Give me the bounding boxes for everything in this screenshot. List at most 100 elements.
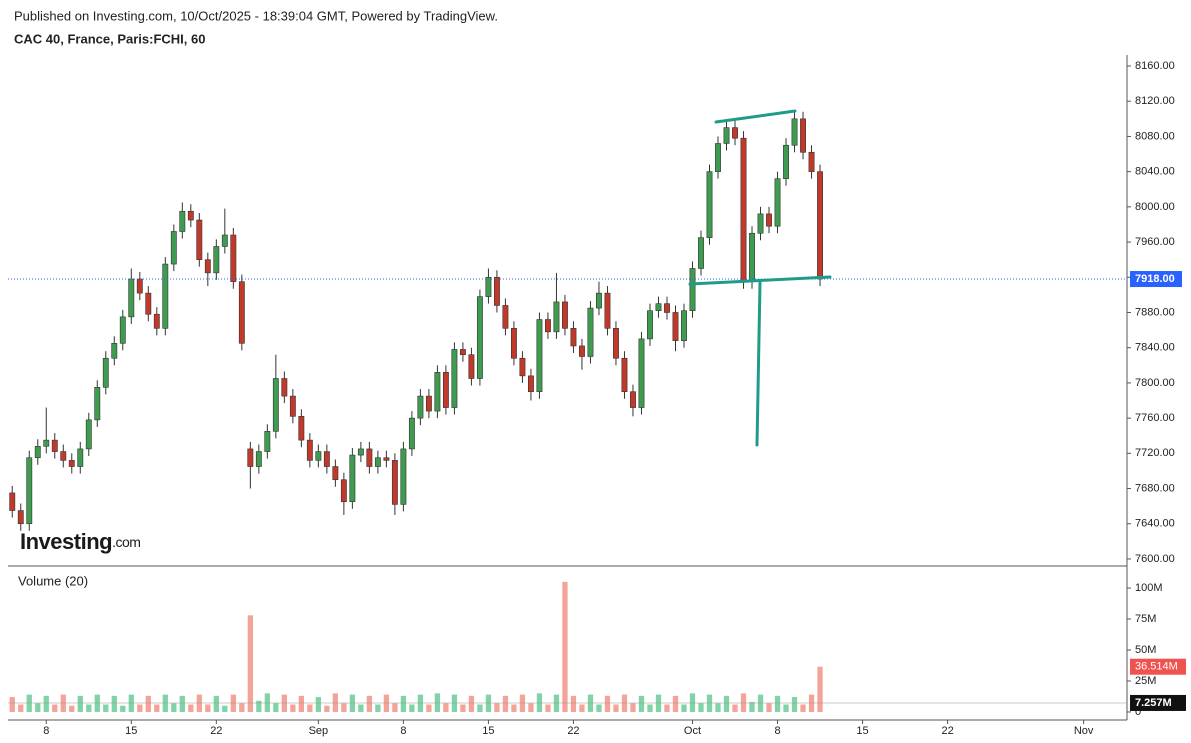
volume-bar xyxy=(723,695,730,712)
candle-body xyxy=(791,118,798,146)
volume-bar xyxy=(171,703,177,712)
y-tick-label: 7960.00 xyxy=(1135,236,1175,248)
volume-bar xyxy=(528,703,534,712)
drawings xyxy=(688,109,832,447)
y-tick-label: 7640.00 xyxy=(1135,518,1175,530)
neckline xyxy=(688,275,832,286)
source-note: Published on Investing.com, 10/Oct/2025 … xyxy=(14,8,498,23)
volume-bar xyxy=(774,695,781,712)
candle-body xyxy=(630,391,636,408)
volume-bar xyxy=(188,704,194,712)
volume-label-box xyxy=(1130,658,1186,675)
candle-body xyxy=(289,395,296,417)
volume-bar xyxy=(43,695,49,712)
candle-body xyxy=(383,457,390,461)
y-tick-label: 7840.00 xyxy=(1135,342,1175,354)
y-tick-label: 7880.00 xyxy=(1135,306,1175,318)
candle-body xyxy=(596,292,602,309)
x-tick-label: 8 xyxy=(43,725,49,737)
candle-body xyxy=(77,448,84,467)
volume-bar xyxy=(664,704,670,712)
candle-body xyxy=(562,301,568,329)
y-tick-label: 8040.00 xyxy=(1135,166,1175,178)
volume-bar xyxy=(86,704,92,712)
volume-bar xyxy=(145,695,151,712)
candle-body xyxy=(17,510,24,525)
candle-body xyxy=(783,144,789,179)
volume-bar xyxy=(426,704,432,712)
candle-body xyxy=(119,316,126,344)
candle-body xyxy=(255,451,262,467)
candle-body xyxy=(332,466,339,481)
candle-body xyxy=(459,349,466,356)
volume-bar xyxy=(366,695,373,712)
candle-body xyxy=(519,357,526,377)
candle-body xyxy=(170,231,177,265)
candle-body xyxy=(204,259,211,274)
candle-body xyxy=(425,395,432,412)
volume-bar xyxy=(732,704,738,712)
candle-body xyxy=(817,171,823,280)
candle-body xyxy=(604,292,611,329)
volume-bar xyxy=(630,703,636,712)
volume-bar xyxy=(460,704,466,712)
candle-body xyxy=(545,319,551,333)
volume-bar xyxy=(120,705,126,712)
candle-body xyxy=(434,372,441,412)
volume-bar xyxy=(137,704,143,712)
volume-bar xyxy=(52,704,58,712)
volume-title: Volume (20) xyxy=(18,573,88,588)
volume-bar xyxy=(570,695,577,712)
y-tick-label: 8160.00 xyxy=(1135,60,1175,72)
candle-body xyxy=(689,268,696,312)
candle-body xyxy=(502,305,509,329)
candle-body xyxy=(408,417,415,450)
candle-body xyxy=(366,448,373,467)
volume-bar xyxy=(443,703,449,712)
volume-bar xyxy=(298,695,304,712)
candle-body xyxy=(51,439,58,452)
candle-body xyxy=(468,354,475,379)
candle-body xyxy=(621,357,628,393)
volume-bar xyxy=(647,704,653,712)
volume-bar xyxy=(604,695,611,712)
volume-bar xyxy=(154,704,160,712)
candle-body xyxy=(715,143,721,172)
volume-bar xyxy=(9,697,15,712)
candle-body xyxy=(528,375,534,393)
y-tick-label: 8080.00 xyxy=(1135,130,1175,142)
volume-bar xyxy=(562,581,568,712)
x-tick-label: Nov xyxy=(1074,725,1094,737)
candle-body xyxy=(579,345,585,357)
candle-body xyxy=(357,448,364,456)
volume-tick-label: 50M xyxy=(1135,644,1156,656)
candle-body xyxy=(442,372,449,408)
volume-bar xyxy=(715,703,721,712)
volume-bar xyxy=(247,615,253,712)
candle-body xyxy=(757,213,764,234)
candle-body xyxy=(102,357,109,388)
x-tick-label: 22 xyxy=(210,725,222,737)
volume-bar xyxy=(290,704,296,712)
candle-body xyxy=(391,460,398,505)
x-tick-label: 15 xyxy=(482,725,494,737)
candle-body xyxy=(128,278,135,318)
candle-body xyxy=(808,151,815,172)
volume-bar xyxy=(596,704,602,712)
volume-bar xyxy=(511,704,517,712)
candle-body xyxy=(681,310,687,341)
logo: Investing.com xyxy=(20,529,140,554)
candle-body xyxy=(740,137,747,282)
candle-body xyxy=(451,349,458,408)
volume-value-label: 36.514M xyxy=(1135,661,1178,673)
volume-bar xyxy=(545,704,551,712)
candle-body xyxy=(162,263,169,329)
candle-body xyxy=(43,439,50,447)
candle-body xyxy=(672,312,679,341)
y-tick-label: 7760.00 xyxy=(1135,412,1175,424)
volume-tick-label: 0 xyxy=(1135,706,1141,718)
volume-bar xyxy=(502,695,509,712)
volume-bar xyxy=(273,703,279,712)
candle-body xyxy=(306,439,313,461)
volume-bar xyxy=(477,704,483,712)
